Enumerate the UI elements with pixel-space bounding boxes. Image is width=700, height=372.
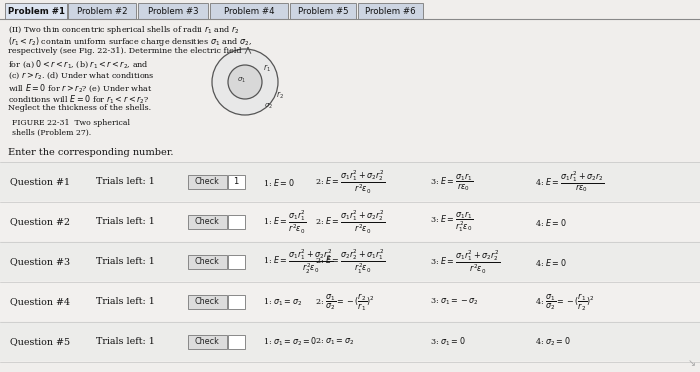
Text: $\sigma_2$: $\sigma_2$ bbox=[265, 102, 274, 110]
FancyBboxPatch shape bbox=[0, 322, 700, 361]
Text: (c) $r > r_2$. (d) Under what conditions: (c) $r > r_2$. (d) Under what conditions bbox=[8, 70, 155, 81]
Text: 3: $E = \dfrac{\sigma_1 r_1}{r_1^2\varepsilon_0}$: 3: $E = \dfrac{\sigma_1 r_1}{r_1^2\varep… bbox=[430, 209, 473, 234]
FancyBboxPatch shape bbox=[228, 295, 244, 309]
Text: 1: 1 bbox=[233, 177, 239, 186]
Text: 4: $E = 0$: 4: $E = 0$ bbox=[535, 257, 567, 267]
FancyBboxPatch shape bbox=[228, 175, 244, 189]
Text: respectively (see Fig. 22-31). Determine the electric field: respectively (see Fig. 22-31). Determine… bbox=[8, 47, 241, 55]
FancyBboxPatch shape bbox=[188, 255, 227, 269]
FancyBboxPatch shape bbox=[0, 282, 700, 321]
Text: 1: $E = 0$: 1: $E = 0$ bbox=[263, 176, 295, 187]
Text: 4: $E = 0$: 4: $E = 0$ bbox=[535, 217, 567, 228]
FancyBboxPatch shape bbox=[228, 335, 244, 349]
FancyBboxPatch shape bbox=[188, 215, 227, 229]
Text: Problem #1: Problem #1 bbox=[8, 6, 64, 16]
Text: Check: Check bbox=[195, 337, 219, 346]
Text: 2: $E = \dfrac{\sigma_1 r_1^2+\sigma_2 r_2^2}{r^2\varepsilon_0}$: 2: $E = \dfrac{\sigma_1 r_1^2+\sigma_2 r… bbox=[315, 169, 385, 196]
Text: 1: $E = \dfrac{\sigma_1 r_1^2}{r^2\varepsilon_0}$: 1: $E = \dfrac{\sigma_1 r_1^2}{r^2\varep… bbox=[263, 208, 307, 235]
Text: 4: $E = \dfrac{\sigma_1 r_1^2+\sigma_2 r_2}{r\varepsilon_0}$: 4: $E = \dfrac{\sigma_1 r_1^2+\sigma_2 r… bbox=[535, 170, 605, 195]
Circle shape bbox=[228, 65, 262, 99]
Text: Question #2: Question #2 bbox=[10, 218, 70, 227]
Text: 4: $\sigma_2 = 0$: 4: $\sigma_2 = 0$ bbox=[535, 336, 570, 348]
Text: Question #3: Question #3 bbox=[10, 257, 70, 266]
Text: Trials left: 1: Trials left: 1 bbox=[96, 337, 155, 346]
Text: Question #4: Question #4 bbox=[10, 298, 70, 307]
Text: Enter the corresponding number.: Enter the corresponding number. bbox=[8, 148, 174, 157]
Text: (II) Two thin concentric spherical shells of radii $r_1$ and $r_2$: (II) Two thin concentric spherical shell… bbox=[8, 24, 239, 36]
Text: $(r_1 < r_2)$ contain uniform surface charge densities $\sigma_1$ and $\sigma_2$: $(r_1 < r_2)$ contain uniform surface ch… bbox=[8, 35, 252, 48]
Text: Check: Check bbox=[195, 298, 219, 307]
FancyBboxPatch shape bbox=[290, 3, 356, 19]
Text: Problem #5: Problem #5 bbox=[298, 6, 349, 16]
Text: Question #5: Question #5 bbox=[10, 337, 70, 346]
Text: Trials left: 1: Trials left: 1 bbox=[96, 177, 155, 186]
Text: 4: $\dfrac{\sigma_1}{\sigma_2} = -(\dfrac{r_1}{r_2})^2$: 4: $\dfrac{\sigma_1}{\sigma_2} = -(\dfra… bbox=[535, 291, 594, 313]
FancyBboxPatch shape bbox=[0, 162, 700, 201]
Text: 3: $\sigma_1 = -\sigma_2$: 3: $\sigma_1 = -\sigma_2$ bbox=[430, 297, 479, 307]
Text: $r_1$: $r_1$ bbox=[263, 62, 271, 74]
Text: Check: Check bbox=[195, 218, 219, 227]
Text: 3: $E = \dfrac{\sigma_1 r_1^2+\sigma_2 r_2^2}{r^2\varepsilon_0}$: 3: $E = \dfrac{\sigma_1 r_1^2+\sigma_2 r… bbox=[430, 248, 500, 276]
Text: Check: Check bbox=[195, 257, 219, 266]
Text: Problem #6: Problem #6 bbox=[365, 6, 416, 16]
FancyBboxPatch shape bbox=[188, 175, 227, 189]
Text: Check: Check bbox=[195, 177, 219, 186]
Text: conditions will $E = 0$ for $r_1 < r < r_2$?: conditions will $E = 0$ for $r_1 < r < r… bbox=[8, 93, 149, 106]
Text: will $E = 0$ for $r > r_2$? (e) Under what: will $E = 0$ for $r > r_2$? (e) Under wh… bbox=[8, 81, 153, 93]
Text: 3: $E = \dfrac{\sigma_1 r_1}{r\varepsilon_0}$: 3: $E = \dfrac{\sigma_1 r_1}{r\varepsilo… bbox=[430, 171, 473, 193]
Text: 3: $\sigma_1 = 0$: 3: $\sigma_1 = 0$ bbox=[430, 336, 466, 348]
FancyBboxPatch shape bbox=[5, 3, 67, 19]
Text: FIGURE 22-31  Two spherical: FIGURE 22-31 Two spherical bbox=[12, 119, 130, 127]
FancyBboxPatch shape bbox=[210, 3, 288, 19]
Text: Neglect the thickness of the shells.: Neglect the thickness of the shells. bbox=[8, 105, 151, 112]
FancyBboxPatch shape bbox=[228, 255, 244, 269]
Text: ↘: ↘ bbox=[688, 358, 696, 368]
Text: 2: $\sigma_1 = \sigma_2$: 2: $\sigma_1 = \sigma_2$ bbox=[315, 337, 354, 347]
FancyBboxPatch shape bbox=[0, 242, 700, 281]
Text: 1: $E = \dfrac{\sigma_1 r_1^2+\sigma_2 r_2^2}{r_2^2\varepsilon_0}$: 1: $E = \dfrac{\sigma_1 r_1^2+\sigma_2 r… bbox=[263, 248, 333, 276]
Text: Problem #3: Problem #3 bbox=[148, 6, 198, 16]
FancyBboxPatch shape bbox=[358, 3, 423, 19]
Text: Trials left: 1: Trials left: 1 bbox=[96, 257, 155, 266]
Text: for (a) $0 < r < r_1$, (b) $r_1 < r < r_2$, and: for (a) $0 < r < r_1$, (b) $r_1 < r < r_… bbox=[8, 58, 149, 71]
Text: 2: $E = \dfrac{\sigma_1 r_1^2+\sigma_2 r_2^2}{r^2\varepsilon_0}$: 2: $E = \dfrac{\sigma_1 r_1^2+\sigma_2 r… bbox=[315, 208, 385, 235]
Text: 2: $E = \dfrac{\sigma_2 r_2^2+\sigma_1 r_1^2}{r_1^2\varepsilon_0}$: 2: $E = \dfrac{\sigma_2 r_2^2+\sigma_1 r… bbox=[315, 248, 385, 276]
Text: Problem #4: Problem #4 bbox=[224, 6, 274, 16]
Text: shells (Problem 27).: shells (Problem 27). bbox=[12, 129, 91, 137]
FancyBboxPatch shape bbox=[188, 295, 227, 309]
Text: 1: $\sigma_1 = \sigma_2 = 0$: 1: $\sigma_1 = \sigma_2 = 0$ bbox=[263, 336, 317, 348]
FancyBboxPatch shape bbox=[0, 202, 700, 241]
Text: Trials left: 1: Trials left: 1 bbox=[96, 218, 155, 227]
FancyBboxPatch shape bbox=[188, 335, 227, 349]
Text: $r_2$: $r_2$ bbox=[276, 89, 284, 101]
Text: 1: $\sigma_1 = \sigma_2$: 1: $\sigma_1 = \sigma_2$ bbox=[263, 296, 302, 308]
FancyBboxPatch shape bbox=[68, 3, 136, 19]
Text: Problem #2: Problem #2 bbox=[77, 6, 127, 16]
Text: Question #1: Question #1 bbox=[10, 177, 70, 186]
Text: 2: $\dfrac{\sigma_1}{\sigma_2} = -(\dfrac{r_2}{r_1})^2$: 2: $\dfrac{\sigma_1}{\sigma_2} = -(\dfra… bbox=[315, 291, 374, 313]
Text: Trials left: 1: Trials left: 1 bbox=[96, 298, 155, 307]
FancyBboxPatch shape bbox=[138, 3, 208, 19]
FancyBboxPatch shape bbox=[228, 215, 244, 229]
Text: $\sigma_1$: $\sigma_1$ bbox=[237, 76, 246, 84]
Circle shape bbox=[212, 49, 278, 115]
